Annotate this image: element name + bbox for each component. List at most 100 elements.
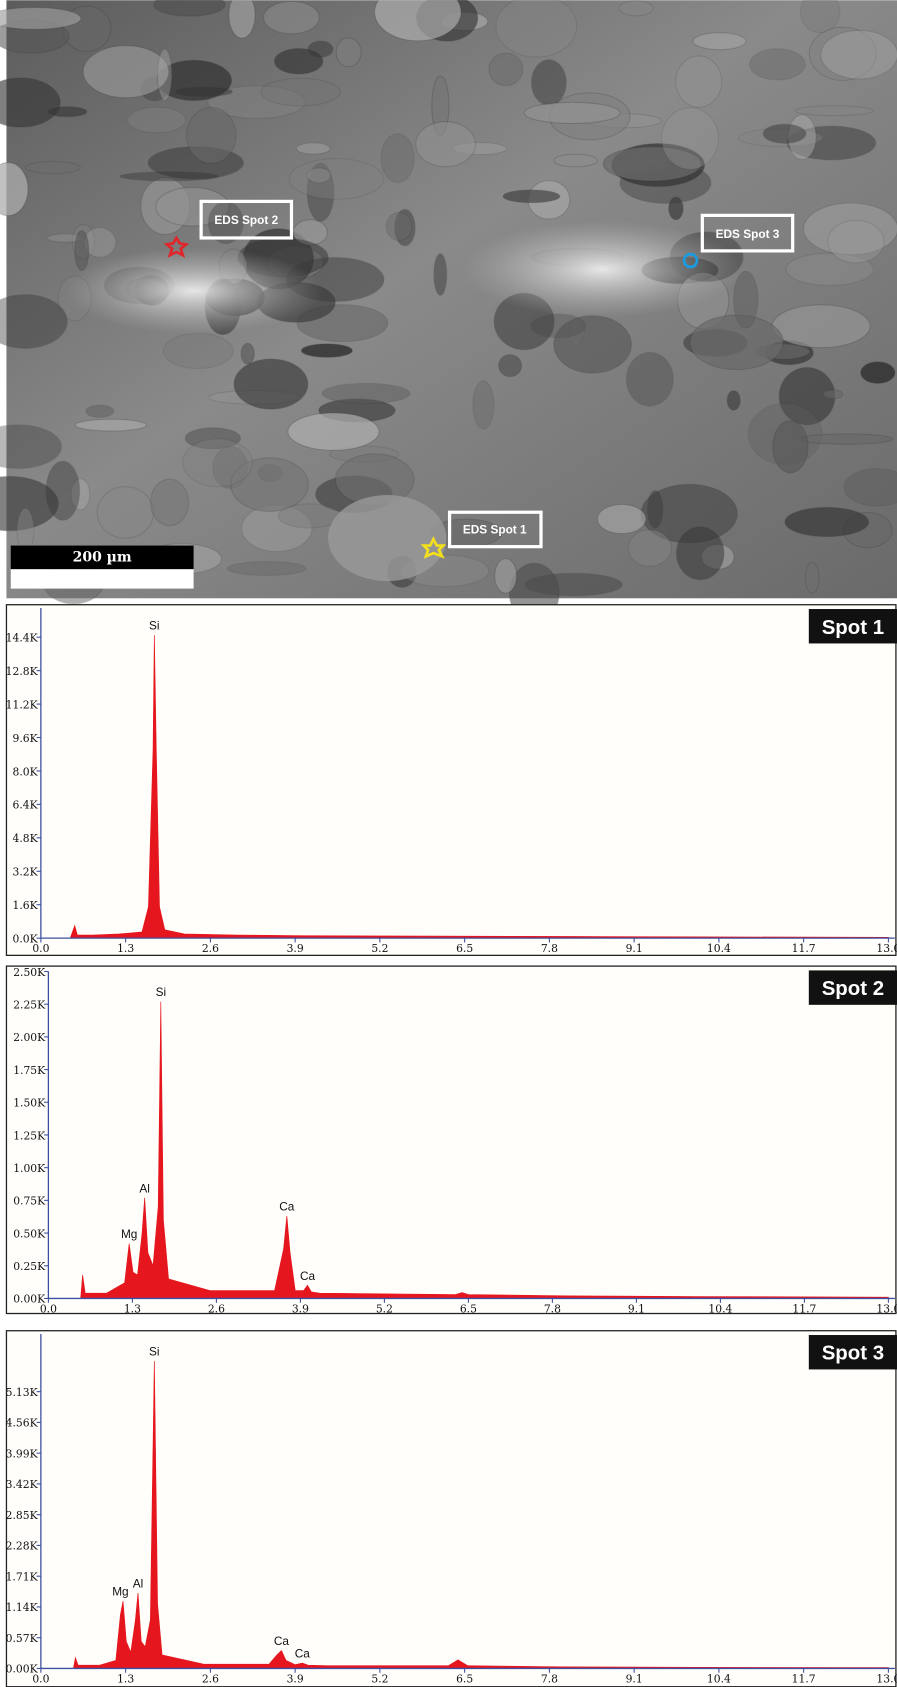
y-tick-label: 1.14K — [6, 1601, 39, 1614]
peak-label: Ca — [300, 1269, 316, 1283]
y-tick-label: 1.71K — [6, 1570, 39, 1583]
x-tick-label: 0.0 — [40, 1302, 57, 1315]
sem-grain — [416, 122, 476, 167]
sem-grain — [301, 344, 352, 357]
sem-grain — [662, 108, 719, 170]
x-tick-label: 3.9 — [287, 942, 304, 955]
sem-grain — [669, 197, 683, 220]
x-tick-label: 1.3 — [117, 942, 134, 955]
sem-grain — [795, 106, 873, 116]
x-tick-label: 2.6 — [202, 942, 219, 955]
sem-grain — [288, 413, 379, 450]
x-tick-label: 11.7 — [792, 942, 816, 955]
sem-grain — [597, 504, 646, 533]
sem-grain — [727, 391, 740, 411]
sem-grain — [127, 107, 185, 133]
sem-grain — [805, 562, 819, 593]
sem-grain — [554, 154, 598, 167]
x-tick-label: 1.3 — [124, 1302, 141, 1315]
scale-bar — [11, 569, 194, 588]
sem-grain — [83, 46, 169, 98]
x-tick-label: 10.4 — [707, 942, 731, 955]
sem-grain — [163, 333, 233, 368]
sem-grain — [524, 102, 620, 123]
y-tick-label: 12.8K — [6, 665, 39, 678]
peak-label: Ca — [274, 1634, 290, 1648]
peak-label: Ca — [279, 1200, 295, 1214]
y-tick-label: 4.8K — [13, 832, 39, 845]
sem-grain — [489, 53, 523, 85]
sem-grain — [619, 1, 653, 16]
x-tick-label: 5.2 — [376, 1302, 393, 1315]
x-tick-label: 2.6 — [202, 1672, 219, 1685]
spot-label: EDS Spot 2 — [214, 213, 278, 227]
sem-grain — [800, 434, 893, 444]
flat-region — [328, 495, 446, 581]
bright-region — [462, 221, 742, 318]
x-tick-label: 3.9 — [287, 1672, 304, 1685]
sem-grain — [473, 381, 494, 429]
sem-grain — [296, 143, 330, 154]
sem-grain — [626, 352, 673, 406]
y-tick-label: 1.6K — [13, 899, 39, 912]
sem-grain — [75, 419, 146, 431]
x-tick-label: 9.1 — [628, 1302, 645, 1315]
chart-title: Spot 2 — [822, 978, 884, 1000]
sem-grain — [176, 87, 233, 96]
peak-label: Si — [156, 985, 167, 999]
y-tick-label: 8.0K — [13, 765, 39, 778]
sem-grain — [241, 343, 254, 364]
scale-bar-label: 200 µm — [73, 550, 132, 566]
sem-grain — [86, 405, 114, 417]
y-tick-label: 5.13K — [6, 1386, 39, 1399]
x-tick-label: 11.7 — [792, 1302, 816, 1315]
page: EDS Spot 2 EDS Spot 3 EDS Spot 1 200 µm … — [0, 0, 897, 1687]
sem-grain — [289, 159, 384, 200]
x-tick-label: 10.4 — [708, 1302, 732, 1315]
sem-grain — [278, 504, 340, 528]
x-tick-label: 11.7 — [792, 1672, 816, 1685]
peak-label: Al — [133, 1577, 144, 1591]
sem-grain — [750, 49, 806, 80]
x-tick-label: 7.8 — [541, 942, 558, 955]
peak-label: Ca — [295, 1647, 311, 1661]
peak-label: Mg — [112, 1585, 128, 1599]
x-tick-label: 13.0 — [876, 1302, 897, 1315]
sem-grain — [307, 168, 331, 183]
sem-grain — [861, 362, 895, 384]
x-tick-label: 3.9 — [292, 1302, 309, 1315]
sem-grain — [772, 305, 870, 348]
x-tick-label: 6.5 — [456, 1672, 473, 1685]
x-tick-label: 13.0 — [876, 942, 897, 955]
chart-title: Spot 1 — [822, 617, 884, 639]
y-tick-label: 2.25K — [13, 998, 46, 1011]
sem-grain — [381, 134, 414, 183]
sem-grain — [499, 355, 522, 377]
sem-grain — [336, 38, 361, 67]
sem-grain — [25, 161, 80, 173]
sem-grain — [690, 315, 783, 369]
y-tick-label: 2.50K — [13, 966, 46, 979]
x-tick-label: 2.6 — [208, 1302, 225, 1315]
x-tick-label: 6.5 — [456, 942, 473, 955]
y-tick-label: 4.56K — [6, 1417, 39, 1430]
x-tick-label: 6.5 — [460, 1302, 477, 1315]
x-tick-label: 5.2 — [371, 1672, 388, 1685]
y-tick-label: 3.42K — [6, 1478, 39, 1491]
sem-grain — [229, 0, 255, 38]
sem-grain — [274, 49, 322, 74]
sem-grain — [676, 527, 724, 580]
sem-grain — [628, 530, 671, 567]
sem-grain — [648, 490, 663, 527]
x-tick-label: 5.2 — [371, 942, 388, 955]
peak-label: Al — [139, 1181, 150, 1195]
sem-grain — [828, 220, 884, 263]
y-tick-label: 1.00K — [13, 1162, 46, 1175]
y-tick-label: 2.85K — [6, 1509, 39, 1522]
y-tick-label: 2.00K — [13, 1031, 46, 1044]
y-tick-label: 2.28K — [6, 1540, 39, 1553]
sem-grain — [773, 421, 808, 473]
sem-grain — [531, 60, 566, 106]
y-tick-label: 1.25K — [13, 1129, 46, 1142]
y-tick-label: 6.4K — [13, 799, 39, 812]
